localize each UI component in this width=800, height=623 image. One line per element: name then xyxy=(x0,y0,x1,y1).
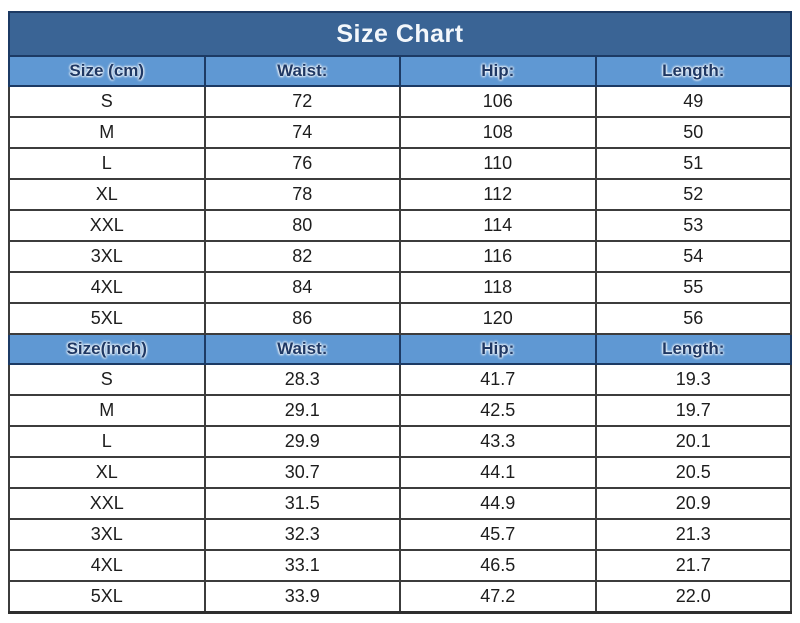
size-chart-table: Size Chart Size (cm) Waist: Hip: Length: S 72… xyxy=(8,11,792,614)
size-label-cell: 3XL xyxy=(8,240,206,273)
value-cell: 20.5 xyxy=(594,456,792,489)
value-cell: 30.7 xyxy=(203,456,401,489)
value-cell: 106 xyxy=(399,85,597,118)
column-header: Hip: xyxy=(399,333,597,365)
table-row: XXL 80 114 53 xyxy=(8,209,792,242)
table-row: 3XL 32.3 45.7 21.3 xyxy=(8,518,792,551)
value-cell: 21.3 xyxy=(594,518,792,551)
value-cell: 45.7 xyxy=(399,518,597,551)
value-cell: 74 xyxy=(203,116,401,149)
value-cell: 108 xyxy=(399,116,597,149)
value-cell: 29.1 xyxy=(203,394,401,427)
column-header: Hip: xyxy=(399,55,597,87)
value-cell: 31.5 xyxy=(203,487,401,520)
value-cell: 22.0 xyxy=(594,580,792,614)
value-cell: 42.5 xyxy=(399,394,597,427)
table-row: XL 78 112 52 xyxy=(8,178,792,211)
size-label-cell: XXL xyxy=(8,209,206,242)
column-header: Length: xyxy=(594,333,792,365)
table-row: L 29.9 43.3 20.1 xyxy=(8,425,792,458)
value-cell: 116 xyxy=(399,240,597,273)
value-cell: 56 xyxy=(594,302,792,335)
table-row: 4XL 33.1 46.5 21.7 xyxy=(8,549,792,582)
value-cell: 78 xyxy=(203,178,401,211)
value-cell: 46.5 xyxy=(399,549,597,582)
value-cell: 21.7 xyxy=(594,549,792,582)
value-cell: 82 xyxy=(203,240,401,273)
page-title: Size Chart xyxy=(8,11,792,57)
value-cell: 51 xyxy=(594,147,792,180)
value-cell: 43.3 xyxy=(399,425,597,458)
value-cell: 33.1 xyxy=(203,549,401,582)
value-cell: 86 xyxy=(203,302,401,335)
value-cell: 44.1 xyxy=(399,456,597,489)
size-label-cell: M xyxy=(8,116,206,149)
size-column-header: Size(inch) xyxy=(8,333,206,365)
table-row: 4XL 84 118 55 xyxy=(8,271,792,304)
size-label-cell: XL xyxy=(8,456,206,489)
value-cell: 112 xyxy=(399,178,597,211)
value-cell: 20.9 xyxy=(594,487,792,520)
table-row: 3XL 82 116 54 xyxy=(8,240,792,273)
value-cell: 19.7 xyxy=(594,394,792,427)
value-cell: 84 xyxy=(203,271,401,304)
value-cell: 50 xyxy=(594,116,792,149)
value-cell: 28.3 xyxy=(203,363,401,396)
size-label-cell: XXL xyxy=(8,487,206,520)
size-label-cell: S xyxy=(8,363,206,396)
size-column-header: Size (cm) xyxy=(8,55,206,87)
size-label-cell: 4XL xyxy=(8,549,206,582)
value-cell: 72 xyxy=(203,85,401,118)
size-label-cell: XL xyxy=(8,178,206,211)
size-label-cell: 3XL xyxy=(8,518,206,551)
value-cell: 33.9 xyxy=(203,580,401,614)
value-cell: 29.9 xyxy=(203,425,401,458)
section-header-row-cm: Size (cm) Waist: Hip: Length: xyxy=(8,55,792,87)
value-cell: 55 xyxy=(594,271,792,304)
value-cell: 76 xyxy=(203,147,401,180)
value-cell: 114 xyxy=(399,209,597,242)
column-header: Waist: xyxy=(203,55,401,87)
size-table-body: Size Chart Size (cm) Waist: Hip: Length: S 72… xyxy=(8,11,792,614)
value-cell: 19.3 xyxy=(594,363,792,396)
table-row: S 72 106 49 xyxy=(8,85,792,118)
value-cell: 54 xyxy=(594,240,792,273)
size-label-cell: M xyxy=(8,394,206,427)
value-cell: 49 xyxy=(594,85,792,118)
table-row: 5XL 86 120 56 xyxy=(8,302,792,335)
value-cell: 41.7 xyxy=(399,363,597,396)
table-row: S 28.3 41.7 19.3 xyxy=(8,363,792,396)
table-row: XXL 31.5 44.9 20.9 xyxy=(8,487,792,520)
column-header: Waist: xyxy=(203,333,401,365)
table-row: L 76 110 51 xyxy=(8,147,792,180)
value-cell: 20.1 xyxy=(594,425,792,458)
column-header: Length: xyxy=(594,55,792,87)
value-cell: 53 xyxy=(594,209,792,242)
table-row: M 29.1 42.5 19.7 xyxy=(8,394,792,427)
value-cell: 80 xyxy=(203,209,401,242)
table-row: XL 30.7 44.1 20.5 xyxy=(8,456,792,489)
title-row: Size Chart xyxy=(8,11,792,57)
value-cell: 52 xyxy=(594,178,792,211)
section-header-row-inch: Size(inch) Waist: Hip: Length: xyxy=(8,333,792,365)
value-cell: 120 xyxy=(399,302,597,335)
table-row: 5XL 33.9 47.2 22.0 xyxy=(8,580,792,614)
value-cell: 118 xyxy=(399,271,597,304)
size-label-cell: 4XL xyxy=(8,271,206,304)
size-label-cell: 5XL xyxy=(8,302,206,335)
value-cell: 44.9 xyxy=(399,487,597,520)
size-label-cell: L xyxy=(8,425,206,458)
value-cell: 47.2 xyxy=(399,580,597,614)
size-label-cell: L xyxy=(8,147,206,180)
size-label-cell: 5XL xyxy=(8,580,206,614)
size-label-cell: S xyxy=(8,85,206,118)
table-row: M 74 108 50 xyxy=(8,116,792,149)
value-cell: 32.3 xyxy=(203,518,401,551)
value-cell: 110 xyxy=(399,147,597,180)
